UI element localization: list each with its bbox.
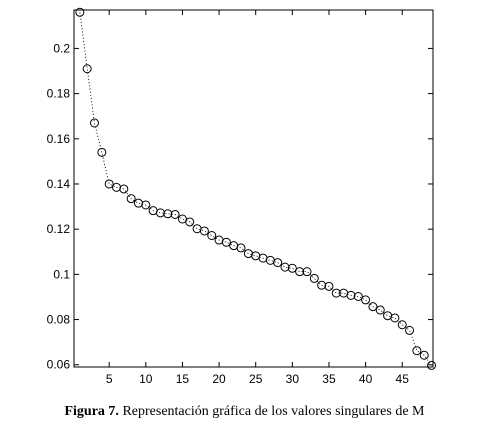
x-tick-label: 35 <box>322 372 336 386</box>
data-point <box>126 194 136 204</box>
data-point <box>207 230 217 240</box>
y-axis: 0.06 0.08 0.1 0.12 0.14 0.16 0.18 0.2 <box>47 41 433 372</box>
x-tick-label: 30 <box>286 372 300 386</box>
y-tick-label: 0.2 <box>53 41 70 55</box>
data-point <box>170 209 180 219</box>
caption-text: Representación gráfica de los valores si… <box>118 404 425 419</box>
data-point <box>361 295 371 305</box>
data-point <box>104 179 114 189</box>
data-point <box>419 350 429 360</box>
data-point <box>353 292 363 302</box>
data-point <box>119 184 129 194</box>
plot-frame <box>73 9 434 368</box>
data-point <box>397 320 407 330</box>
x-tick-label: 20 <box>212 372 226 386</box>
data-point <box>199 226 209 236</box>
caption-label: Figura 7. <box>64 404 119 419</box>
data-point <box>412 346 422 356</box>
x-tick-label: 25 <box>249 372 263 386</box>
data-point <box>280 262 290 272</box>
data-point <box>82 64 92 74</box>
data-point <box>427 360 437 370</box>
data-point <box>302 267 312 277</box>
data-point <box>163 209 173 219</box>
x-axis: 5 10 15 20 25 30 35 40 45 <box>106 10 409 386</box>
data-point <box>221 237 231 247</box>
data-point <box>141 200 151 210</box>
singular-values-chart: 0.06 0.08 0.1 0.12 0.14 0.16 0.18 0.2 5 10 15 20 25… <box>47 7 437 386</box>
data-point <box>295 267 305 277</box>
data-point <box>287 263 297 273</box>
y-tick-label: 0.1 <box>53 267 70 281</box>
figure-caption: Figura 7. Representación gráfica de los … <box>0 404 489 420</box>
y-tick-label: 0.08 <box>47 313 71 327</box>
x-tick-label: 5 <box>106 372 113 386</box>
series-markers <box>75 7 437 370</box>
data-point <box>236 243 246 253</box>
data-point <box>155 208 165 218</box>
data-point <box>405 325 415 335</box>
y-tick-label: 0.14 <box>47 177 71 191</box>
data-point <box>273 258 283 268</box>
y-tick-label: 0.16 <box>47 132 71 146</box>
data-point <box>185 217 195 227</box>
x-tick-label: 45 <box>396 372 410 386</box>
data-point <box>390 313 400 323</box>
x-tick-label: 15 <box>176 372 190 386</box>
data-point <box>317 280 327 290</box>
data-point <box>324 281 334 291</box>
data-point <box>75 7 85 17</box>
y-tick-label: 0.18 <box>47 87 71 101</box>
series-line <box>79 12 432 366</box>
y-tick-label: 0.06 <box>47 358 71 372</box>
data-point <box>368 302 378 312</box>
data-point <box>346 290 356 300</box>
data-point <box>309 273 319 283</box>
data-point <box>90 118 100 128</box>
x-tick-label: 40 <box>359 372 373 386</box>
x-tick-label: 10 <box>139 372 153 386</box>
data-point <box>97 147 107 157</box>
y-tick-label: 0.12 <box>47 222 71 236</box>
data-point <box>331 288 341 298</box>
data-point <box>375 305 385 315</box>
